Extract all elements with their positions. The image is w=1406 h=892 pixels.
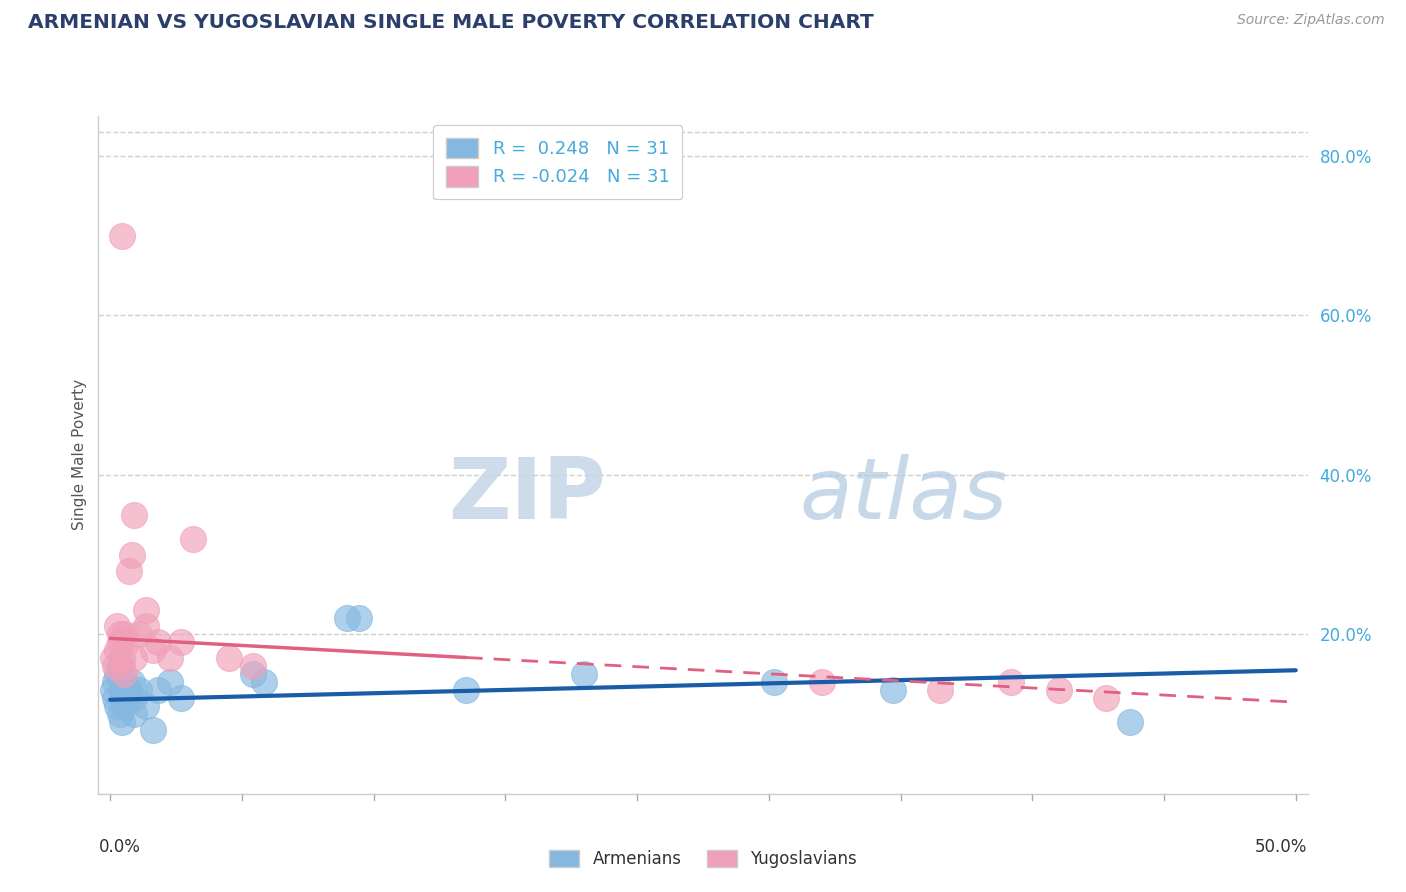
Point (181, 532, 204, 546)
Point (763, 675, 786, 690)
Point (882, 683, 904, 698)
Point (170, 635, 193, 649)
Point (159, 651, 181, 665)
Point (242, 659, 264, 673)
Point (142, 643, 165, 657)
Point (114, 627, 136, 641)
Legend: R =  0.248   N = 31, R = -0.024   N = 31: R = 0.248 N = 31, R = -0.024 N = 31 (433, 125, 682, 199)
Point (118, 564, 141, 578)
Point (115, 691, 138, 706)
Point (454, 683, 477, 698)
Point (101, 651, 124, 665)
Point (929, 683, 952, 698)
Point (135, 699, 157, 714)
Point (336, 611, 359, 625)
Point (111, 228, 134, 243)
Point (105, 699, 128, 714)
Point (128, 627, 150, 641)
Point (135, 603, 157, 617)
Point (218, 651, 240, 665)
Point (114, 699, 136, 714)
Point (108, 635, 131, 649)
Point (253, 675, 276, 690)
Point (111, 715, 134, 730)
Point (574, 667, 596, 681)
Point (108, 659, 131, 673)
Point (118, 683, 141, 698)
Point (121, 675, 143, 690)
Point (146, 635, 169, 649)
Y-axis label: Single Male Poverty: Single Male Poverty (72, 379, 87, 531)
Text: ARMENIAN VS YUGOSLAVIAN SINGLE MALE POVERTY CORRELATION CHART: ARMENIAN VS YUGOSLAVIAN SINGLE MALE POVE… (28, 13, 875, 32)
Point (135, 619, 157, 633)
Text: ZIP: ZIP (449, 454, 606, 537)
Point (104, 659, 127, 673)
Point (122, 508, 145, 522)
Point (122, 691, 145, 706)
Text: 0.0%: 0.0% (98, 838, 141, 856)
Text: atlas: atlas (800, 454, 1008, 537)
Point (111, 683, 134, 698)
Point (1000, 675, 1022, 690)
Point (108, 707, 131, 722)
Point (122, 651, 145, 665)
Point (104, 675, 127, 690)
Point (105, 643, 128, 657)
Point (159, 675, 181, 690)
Point (1119, 715, 1142, 730)
Point (146, 683, 169, 698)
Point (105, 667, 128, 681)
Point (111, 651, 134, 665)
Point (101, 683, 124, 698)
Point (170, 691, 193, 706)
Point (105, 619, 128, 633)
Point (128, 683, 150, 698)
Point (104, 691, 127, 706)
Text: 50.0%: 50.0% (1256, 838, 1308, 856)
Point (114, 667, 136, 681)
Text: Source: ZipAtlas.com: Source: ZipAtlas.com (1237, 13, 1385, 28)
Point (242, 667, 264, 681)
Point (121, 548, 143, 562)
Legend: Armenians, Yugoslavians: Armenians, Yugoslavians (543, 843, 863, 875)
Point (111, 659, 134, 673)
Point (347, 611, 370, 625)
Point (810, 675, 832, 690)
Point (142, 723, 165, 737)
Point (115, 635, 138, 649)
Point (1095, 691, 1118, 706)
Point (114, 675, 136, 690)
Point (1047, 683, 1070, 698)
Point (122, 707, 145, 722)
Point (108, 627, 131, 641)
